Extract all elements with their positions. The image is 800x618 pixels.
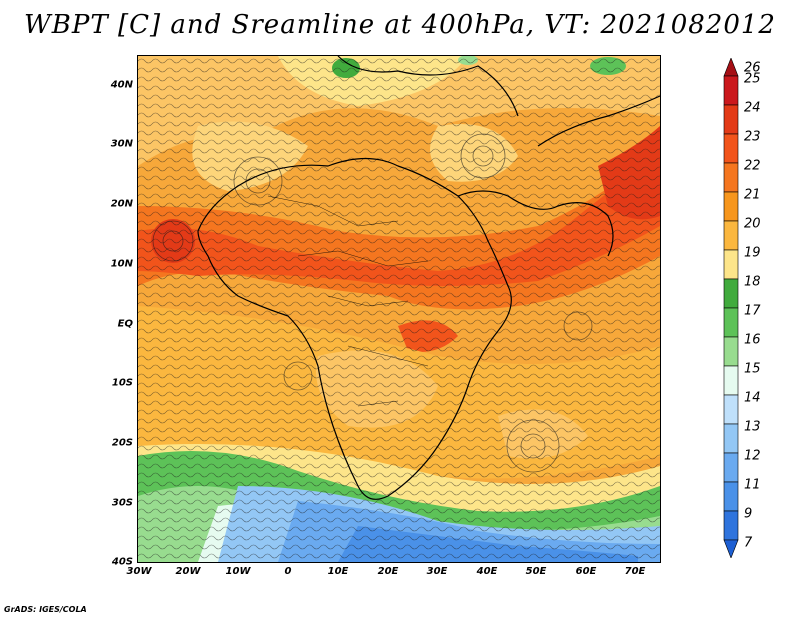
lon-label-20w: 20W (175, 566, 201, 577)
colorbar-segment (723, 75, 739, 106)
lat-label-30s: 30S (111, 497, 133, 509)
lon-label-30w: 30W (126, 566, 152, 577)
lat-label-30n: 30N (110, 138, 133, 150)
colorbar-label: 25 (744, 71, 761, 87)
map-title: WBPT [C] and Sreamline at 400hPa, VT: 20… (24, 10, 776, 40)
colorbar-segment (723, 104, 739, 135)
colorbar-label: 20 (744, 216, 761, 232)
colorbar-label: 16 (744, 332, 761, 348)
lon-label-10e: 10E (327, 566, 349, 577)
colorbar-top-arrow (723, 58, 739, 77)
lon-label-20e: 20E (377, 566, 399, 577)
colorbar-label: 7 (744, 535, 753, 551)
colorbar-segment (723, 278, 739, 309)
colorbar-segment (723, 162, 739, 193)
colorbar-segment (723, 249, 739, 280)
colorbar-label: 11 (744, 477, 761, 493)
lon-label-70e: 70E (624, 566, 646, 577)
lat-label-40s: 40S (111, 556, 133, 568)
colorbar (723, 58, 739, 558)
lat-label-eq: EQ (117, 318, 133, 330)
colorbar-segment (723, 307, 739, 338)
lon-label-30e: 30E (426, 566, 448, 577)
lon-label-60e: 60E (575, 566, 597, 577)
lon-label-40e: 40E (476, 566, 498, 577)
colorbar-segment (723, 394, 739, 425)
colorbar-segment (723, 365, 739, 396)
colorbar-label: 13 (744, 419, 761, 435)
colorbar-label: 23 (744, 129, 761, 145)
colorbar-segment (723, 336, 739, 367)
colorbar-segment (723, 452, 739, 483)
colorbar-label: 19 (744, 245, 761, 261)
lon-label-10w: 10W (225, 566, 251, 577)
lon-label-50e: 50E (525, 566, 547, 577)
colorbar-segment (723, 133, 739, 164)
colorbar-segment (723, 510, 739, 541)
colorbar-label: 15 (744, 361, 761, 377)
lat-label-20s: 20S (111, 437, 133, 449)
colorbar-label: 18 (744, 274, 761, 290)
colorbar-segment (723, 481, 739, 512)
lon-label-0: 0 (284, 566, 292, 577)
colorbar-label: 17 (744, 303, 761, 319)
lat-label-40n: 40N (110, 79, 133, 91)
colorbar-label: 22 (744, 158, 761, 174)
colorbar-bottom-arrow (723, 539, 739, 558)
lat-label-10s: 10S (111, 377, 133, 389)
map-panel (137, 55, 661, 563)
map-canvas (138, 56, 660, 562)
colorbar-label: 21 (744, 187, 761, 203)
lat-label-20n: 20N (110, 198, 133, 210)
colorbar-segment (723, 220, 739, 251)
colorbar-segment (723, 423, 739, 454)
colorbar-label: 26 (744, 60, 761, 76)
lat-label-10n: 10N (110, 258, 133, 270)
credit-text: GrADS: IGES/COLA (4, 605, 87, 614)
colorbar-label: 12 (744, 448, 761, 464)
colorbar-segment (723, 191, 739, 222)
colorbar-label: 9 (744, 506, 753, 522)
colorbar-label: 14 (744, 390, 761, 406)
colorbar-label: 24 (744, 100, 761, 116)
